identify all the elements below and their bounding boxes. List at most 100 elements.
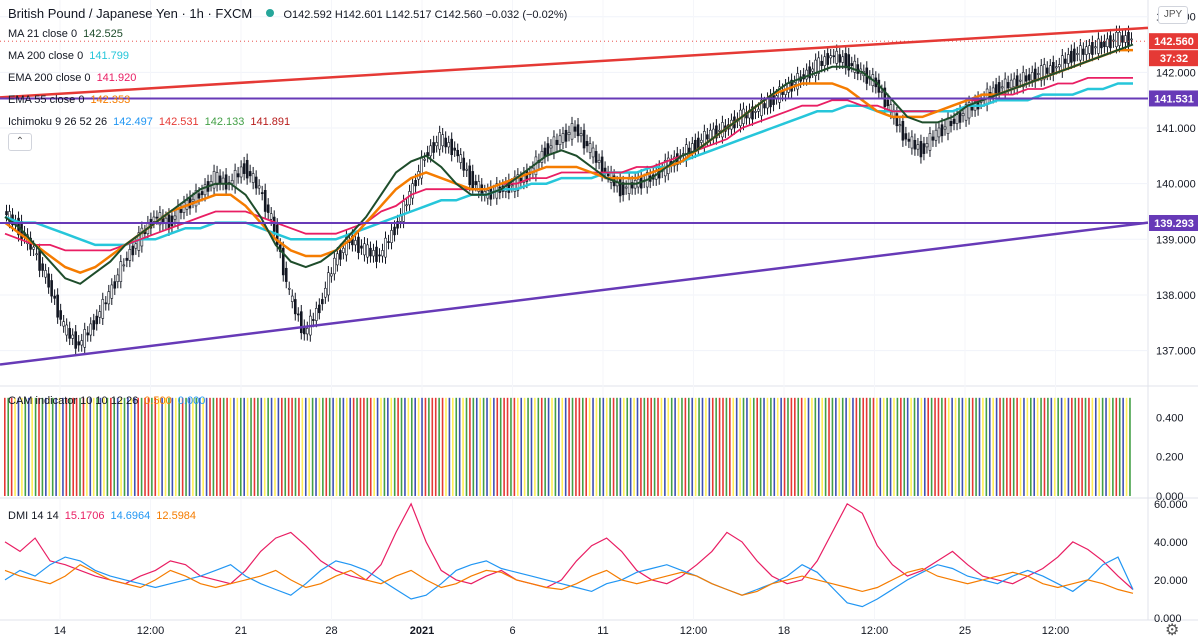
cam-bar (876, 397, 878, 496)
candle-body (1088, 45, 1091, 54)
candle-body (1106, 38, 1109, 48)
cam-bar (783, 397, 786, 496)
cam-bar (51, 397, 54, 496)
y-tick-label: 40.000 (1154, 537, 1188, 549)
upper-level-badge: 141.531 (1149, 90, 1198, 107)
legend-ema55[interactable]: EMA 55 close 0 142.353 (8, 94, 136, 106)
candle-body (624, 186, 628, 189)
cam-bar (742, 397, 745, 496)
y-tick-label: 0.000 (1156, 491, 1184, 503)
candle-body (952, 118, 956, 124)
cam-bar (1019, 397, 1022, 496)
cam-bar (547, 397, 550, 496)
cam-bar (698, 397, 700, 496)
cam-bar (944, 397, 947, 496)
candle-body (796, 73, 799, 90)
candle-body (558, 135, 562, 145)
y-tick-label: 138.000 (1156, 290, 1196, 302)
candle-body (438, 132, 441, 150)
candle-body (450, 138, 453, 156)
candle-body (272, 216, 276, 232)
cam-bar (410, 397, 413, 496)
cam-bar (1129, 397, 1131, 496)
cam-bar (735, 397, 738, 496)
cam-bar (1098, 397, 1100, 496)
candle-body (62, 321, 65, 327)
cam-bar (677, 397, 680, 496)
cam-bar (954, 397, 957, 496)
cam-bar (434, 397, 437, 496)
candle-body (754, 111, 757, 113)
badge-text: 139.293 (1154, 218, 1194, 230)
candle-body (760, 99, 763, 117)
candle-body (946, 117, 950, 134)
cam-bar (1125, 397, 1128, 496)
cam-bar (445, 397, 447, 496)
cam-bar (489, 397, 492, 496)
candle-body (179, 208, 183, 213)
symbol-title[interactable]: British Pound / Japanese Yen · 1h · FXCM (8, 6, 253, 21)
candle-body (290, 295, 294, 302)
cam-bar (623, 397, 625, 496)
cam-bar (517, 397, 519, 496)
candle-body (1054, 66, 1058, 69)
cam-bar (133, 397, 136, 496)
cam-bar (1016, 397, 1018, 496)
candle-body (5, 211, 8, 216)
cam-bar (599, 397, 601, 496)
cam-bar (65, 397, 68, 496)
badge-text: 141.531 (1154, 93, 1194, 105)
cam-bar (448, 397, 451, 496)
cam-bar (838, 397, 841, 496)
legend-dmi[interactable]: DMI 14 14 15.1706 14.6964 12.5984 (8, 510, 202, 522)
candle-body (715, 125, 718, 139)
dmi-minus-line (4, 556, 1134, 608)
cam-bar (421, 397, 423, 496)
cam-bar (869, 397, 871, 496)
badge-text: 37:32 (1160, 53, 1188, 65)
candle-body (122, 264, 126, 267)
candle-body (700, 139, 703, 143)
candle-body (321, 299, 324, 305)
cam-bar (1074, 397, 1077, 496)
candle-body (113, 281, 117, 289)
candle-body (928, 133, 932, 151)
legend-ma200[interactable]: MA 200 close 0 141.799 (8, 50, 135, 62)
candle-body (898, 124, 902, 127)
legend-ichimoku[interactable]: Ichimoku 9 26 52 26 142.497 142.531 142.133… (8, 116, 296, 128)
collapse-legend-button[interactable]: ⌃ (8, 133, 32, 151)
candle-body (306, 328, 309, 335)
gear-icon[interactable]: ⚙ (1165, 622, 1180, 639)
cam-bar (684, 397, 687, 496)
cam-bar (773, 397, 776, 496)
cam-bar (243, 397, 245, 496)
cam-bar (537, 397, 540, 496)
candle-body (1009, 79, 1013, 89)
cam-bar (475, 397, 478, 496)
candle-body (197, 193, 201, 199)
y-tick-label: 137.000 (1156, 346, 1196, 358)
candle-body (555, 139, 559, 145)
candle-body (345, 236, 348, 256)
cam-bar (824, 397, 827, 496)
cam-bar (688, 397, 690, 496)
cam-bar (31, 397, 33, 496)
cam-bar (835, 397, 837, 496)
cam-bar (575, 397, 577, 496)
cam-bar (205, 397, 208, 496)
currency-button[interactable]: JPY (1158, 6, 1188, 24)
cam-bar (766, 397, 769, 496)
candle-body (456, 149, 460, 157)
cam-bar (72, 397, 74, 496)
cam-bar (650, 397, 652, 496)
candle-body (125, 257, 129, 261)
cam-bar (920, 397, 923, 496)
cam-bar (554, 397, 557, 496)
legend-ema200[interactable]: EMA 200 close 0 141.920 (8, 72, 142, 84)
cam-bar (790, 397, 793, 496)
legend-ma21[interactable]: MA 21 close 0 142.525 (8, 28, 129, 40)
candle-body (342, 247, 345, 253)
cam-bar (1088, 397, 1090, 496)
legend-cam[interactable]: CAM indicator 10 10 12 26 0.500 0.000 (8, 395, 211, 407)
